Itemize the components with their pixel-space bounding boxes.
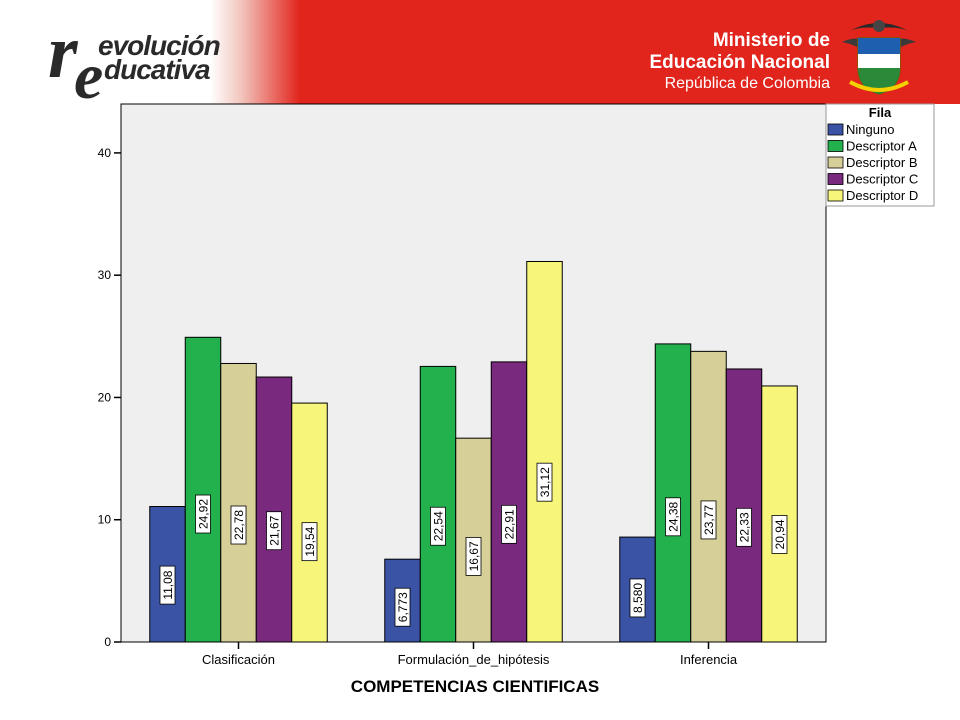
data-label-box [301,522,318,562]
legend-entry: Descriptor D [846,188,918,203]
data-label-box [230,505,247,545]
data-label-box [394,587,411,627]
x-tick-label: Clasificación [202,652,275,667]
data-label: 24,38 [667,501,681,531]
data-label: 22,54 [432,511,446,541]
data-label-box [700,500,717,540]
bar [490,361,528,643]
data-label: 22,78 [232,510,246,540]
data-label-box [159,565,176,605]
data-label-box [266,511,282,551]
data-label-box [771,515,788,554]
legend-title: Fila [869,105,892,120]
legend-entry: Ninguno [846,122,894,137]
legend-swatch [827,140,844,152]
data-label-box [501,504,517,544]
bar [184,336,222,643]
logo-text-educativa: ducativa [104,54,211,85]
ministry-line-1: Ministerio de [712,30,830,51]
bar [419,365,457,643]
bar [255,376,293,643]
data-label: 31,12 [538,467,552,497]
bar [654,343,692,643]
y-axis: 0 10 20 30 40 [98,146,121,649]
bar [761,385,798,643]
data-label: 19,54 [303,526,317,556]
bar [220,362,257,643]
y-tick-label: 40 [98,146,112,160]
ministry-line-2: Educación Nacional [649,52,830,73]
data-label: 23,77 [702,505,716,535]
x-tick-label: Inferencia [680,652,738,667]
data-label-box [629,578,646,618]
x-tick-label: Formulación_de_hipótesis [398,652,550,667]
data-label: 6,773 [396,592,410,622]
colombia-coat-of-arms-icon [842,20,916,95]
y-tick-label: 20 [98,390,112,404]
data-label: 24,92 [197,499,211,529]
y-tick-label: 10 [98,513,112,527]
data-label-box [465,536,482,576]
data-label-box [736,507,752,547]
bar-series-group: 11,08 24,92 22,78 21,67 19,54 6,773 22,54 16,67… [149,260,798,643]
data-label: 22,91 [503,509,517,539]
bar [725,368,763,643]
y-tick-label: 0 [104,635,111,649]
x-axis: Clasificación Formulación_de_hipótesis Inf… [202,642,738,667]
legend-swatch [827,156,844,169]
legend-swatch [827,123,844,136]
bar [526,260,563,643]
data-label: 8,580 [631,583,645,613]
logo-text-revolucion: evolución [98,30,221,61]
bar [690,350,727,643]
data-label-box [665,497,681,537]
data-label: 21,67 [268,515,282,545]
legend-entry: Descriptor B [846,155,918,170]
data-label-box [195,494,211,534]
data-label-box [430,506,446,546]
header-banner [0,0,960,104]
legend-swatch [827,173,844,185]
legend-box [825,103,935,207]
x-axis-title: COMPETENCIAS CIENTIFICAS [350,677,600,696]
ministry-line-3: República de Colombia [664,75,830,92]
logo-initial-r: r [48,10,78,94]
data-label: 16,67 [467,541,481,571]
data-label: 22,33 [738,512,752,542]
legend-entry: Descriptor C [846,172,918,187]
legend-entry: Descriptor A [846,139,917,154]
y-tick-label: 30 [98,268,112,282]
data-label: 20,94 [773,519,787,549]
logo-initial-e: e [74,40,104,113]
data-label: 11,08 [161,570,175,599]
legend-swatch [827,189,844,202]
ministry-name: Ministerio de Educación Nacional Repúbli… [649,30,830,94]
data-label-box [536,462,553,502]
